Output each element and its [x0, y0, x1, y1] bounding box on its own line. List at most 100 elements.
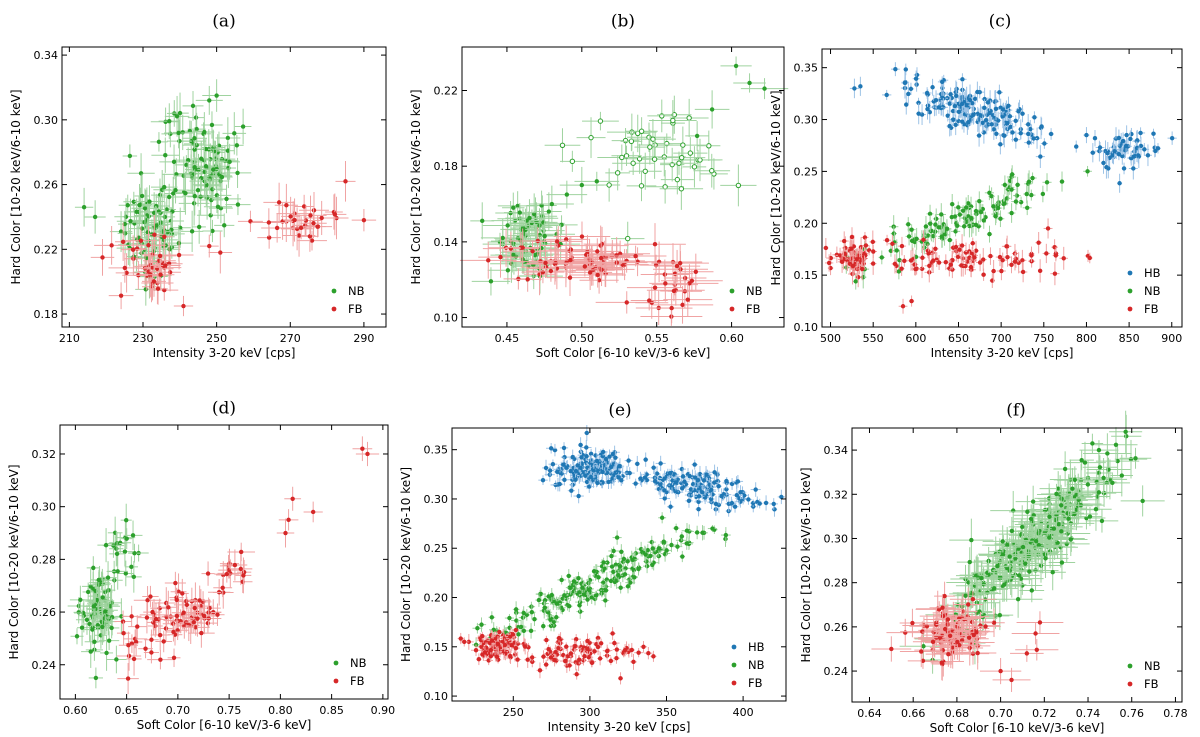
data-point-fb	[298, 225, 304, 231]
data-point-nb	[222, 223, 227, 228]
data-point-fb	[311, 208, 317, 213]
y-tick-label: 0.35	[794, 62, 819, 75]
data-point-hb	[686, 498, 692, 504]
data-point-hb	[753, 487, 758, 492]
data-point-fb	[122, 265, 128, 271]
data-point-fb	[148, 594, 153, 599]
data-point-nb	[644, 563, 650, 569]
data-point-fb	[828, 255, 834, 261]
data-point-fb	[157, 606, 162, 611]
data-point-fb	[120, 239, 126, 244]
data-point-hb	[583, 473, 588, 478]
data-point-hb	[696, 494, 702, 499]
data-point-nb	[549, 201, 555, 207]
data-point-nb	[92, 639, 97, 644]
data-point-hb	[989, 122, 994, 127]
data-point-fb	[823, 245, 829, 251]
data-point-fb	[624, 300, 629, 305]
data-point-nb	[896, 269, 902, 274]
data-point-hb	[960, 119, 965, 124]
data-point-hb	[936, 105, 942, 110]
data-point-nb	[973, 208, 979, 214]
data-point-nb	[154, 223, 159, 228]
data-point-nb	[631, 567, 637, 573]
data-point-hb	[1026, 140, 1031, 145]
data-point-fb	[155, 286, 161, 291]
data-point-nb	[961, 224, 967, 229]
x-tick-label: 210	[59, 332, 80, 345]
data-point-nb	[122, 221, 127, 227]
data-point-hb	[924, 90, 930, 96]
y-axis-label: Hard Color [10-20 keV/6-10 keV]	[409, 89, 423, 284]
panel-label: (c)	[989, 12, 1012, 32]
data-point-hb	[779, 494, 784, 500]
data-point-fb	[173, 580, 178, 586]
data-point-hb	[1169, 135, 1175, 141]
data-point-nb	[947, 237, 953, 243]
data-point-nb	[995, 205, 1001, 211]
data-point-fb	[921, 237, 926, 242]
data-point-fb	[152, 232, 157, 237]
data-point-fb	[343, 179, 348, 184]
x-tick-label: 270	[280, 332, 301, 345]
data-point-fb	[595, 272, 600, 278]
data-point-fb	[125, 676, 131, 681]
chart-panel-3: (c) 500 550 600 650 700 750 800 850 900 0.10 0.15 0.…	[769, 12, 1183, 360]
data-point-fb	[633, 253, 638, 259]
data-point-nb	[130, 533, 136, 538]
data-point-fb	[266, 235, 272, 240]
data-point-nb	[74, 634, 80, 639]
data-point-fb	[138, 238, 144, 243]
data-point-fb	[862, 235, 868, 240]
data-point-hb	[579, 455, 584, 460]
data-point-nb	[189, 229, 195, 234]
data-point-fb	[687, 281, 692, 286]
data-point-nb	[952, 214, 958, 219]
data-point-fb	[948, 262, 953, 267]
data-point-fb	[1044, 251, 1049, 256]
axes-frame	[59, 424, 389, 700]
data-point-nb	[146, 214, 151, 219]
data-point-hb	[682, 479, 687, 484]
data-point-nb	[894, 248, 899, 253]
data-point-hb	[696, 506, 701, 512]
data-point-hb	[652, 479, 658, 484]
y-tick-label: 0.26	[32, 606, 57, 619]
data-point-fb	[292, 217, 297, 223]
data-point-hb	[994, 131, 999, 136]
data-point-hb	[971, 112, 976, 118]
data-point-fb	[283, 530, 288, 536]
data-point-nb	[1013, 199, 1019, 204]
chart-panel-4: (d) 0.60 0.65 0.70 0.75 0.80 0.85 0.90 0.24 0.26 0…	[7, 399, 395, 733]
data-point-nb	[173, 187, 178, 193]
data-point-nb	[196, 224, 202, 230]
data-point-hb	[985, 122, 991, 127]
x-tick-label: 700	[991, 332, 1012, 345]
data-point-nb	[225, 148, 231, 153]
data-point-fb	[184, 599, 189, 604]
data-point-fb	[548, 268, 554, 274]
data-point-fb	[1009, 262, 1014, 267]
data-point-fb	[207, 605, 212, 611]
data-point-fb	[849, 234, 855, 240]
y-tick-label: 0.32	[32, 448, 57, 461]
chart-panel-2: (b) 0.45 0.50 0.55 0.60 0.10 0.14 0.18 0.22 Soft …	[409, 12, 789, 360]
data-point-hb	[742, 493, 747, 498]
data-point-nb	[1015, 182, 1020, 188]
data-point-fb	[207, 243, 212, 249]
data-point-nb	[95, 622, 101, 628]
x-axis-label: Soft Color [6-10 keV/3-6 keV]	[137, 718, 312, 732]
data-point-nb	[1040, 191, 1046, 197]
data-point-fb	[311, 221, 316, 226]
data-point-nb	[963, 205, 969, 210]
data-point-hb	[719, 493, 724, 499]
data-point-fb	[652, 241, 658, 247]
data-point-fb	[274, 225, 280, 231]
data-point-hb	[950, 108, 956, 114]
data-point-nb	[88, 649, 93, 654]
data-point-nb	[638, 128, 645, 134]
data-point-hb	[1123, 143, 1129, 149]
data-point-hb	[606, 479, 611, 485]
data-point-nb	[1029, 192, 1034, 198]
data-point-hb	[1048, 131, 1054, 137]
